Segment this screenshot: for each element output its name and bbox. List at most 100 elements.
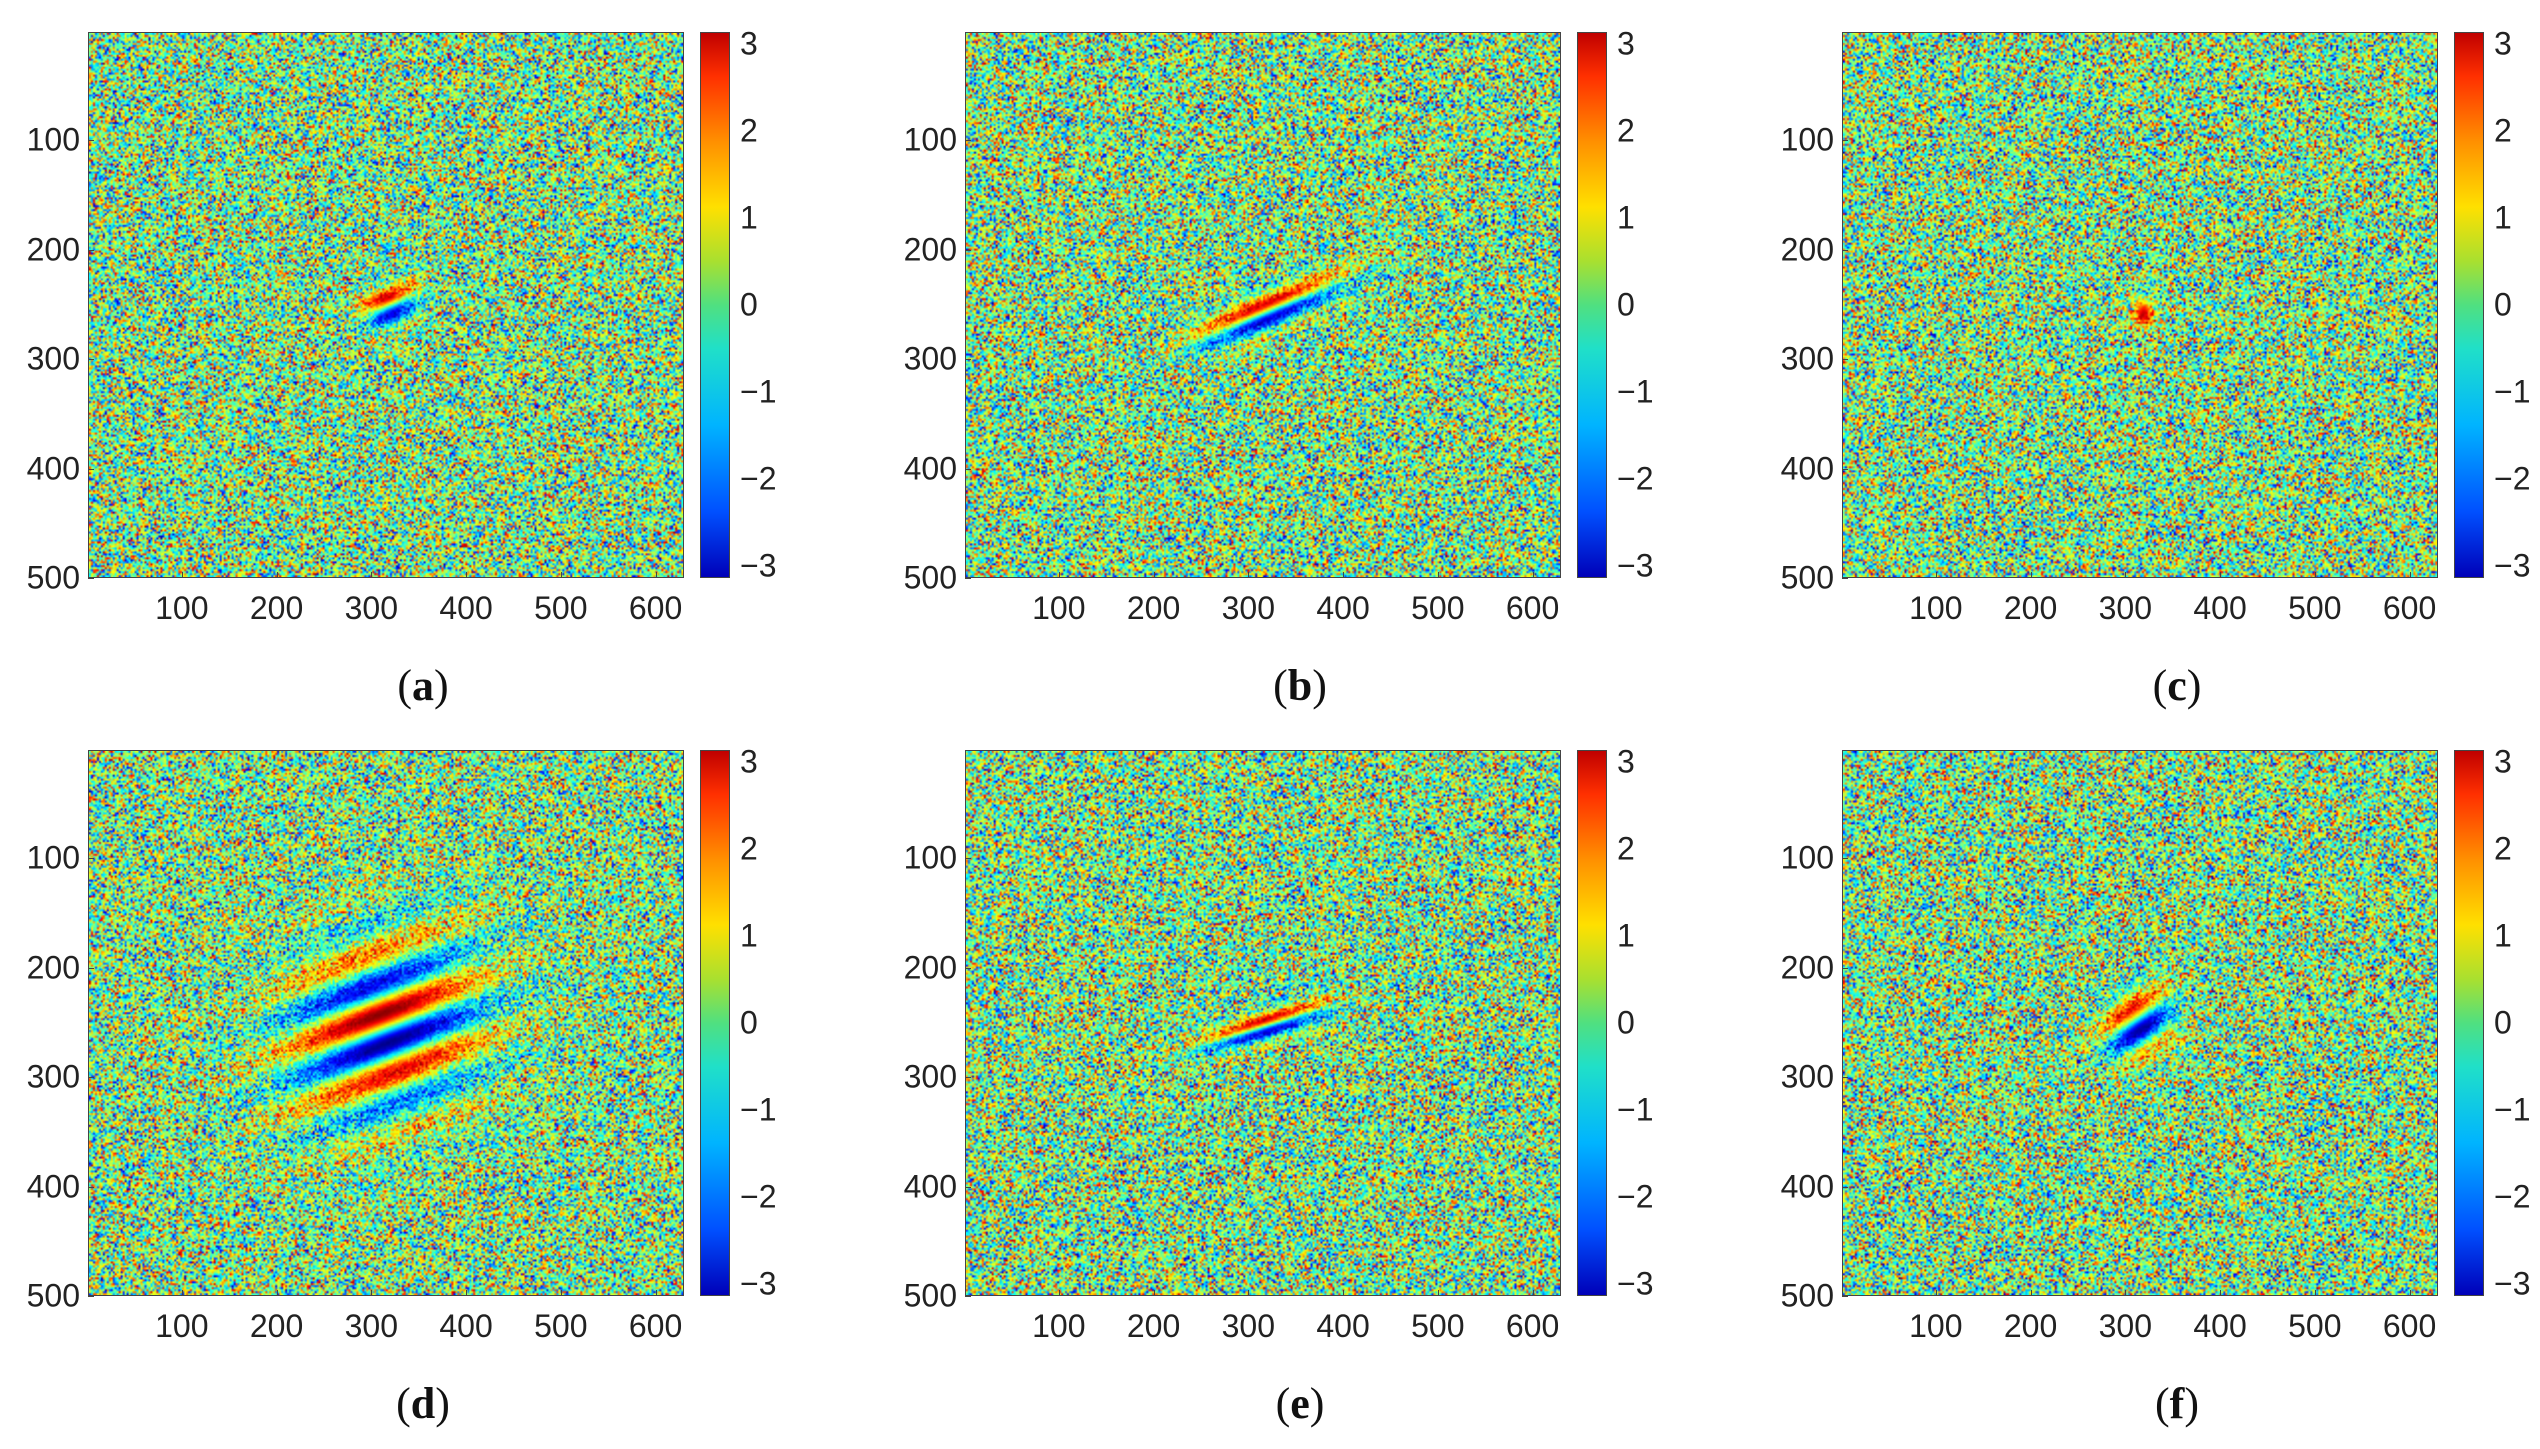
heatmap-plot-area bbox=[88, 32, 684, 578]
x-tick-label: 500 bbox=[2288, 1308, 2342, 1344]
x-tick-mark bbox=[1248, 1290, 1250, 1296]
heatmap-panel-d: 100 200 300 400 500 100 200 300 400 500 600 3 2 1 0 −1 −… bbox=[0, 718, 846, 1442]
x-tick-label: 300 bbox=[2098, 1308, 2153, 1344]
x-tick-mark bbox=[655, 1290, 657, 1296]
y-tick-mark bbox=[965, 967, 971, 969]
y-tick-label: 500 bbox=[1780, 559, 1834, 596]
x-tick-mark bbox=[276, 572, 278, 578]
colorbar bbox=[2454, 32, 2484, 578]
colorbar-tick-label: −2 bbox=[2494, 1178, 2531, 1215]
colorbar-tick-label: 3 bbox=[2494, 743, 2512, 780]
colorbar-tick-label: 1 bbox=[2494, 199, 2512, 236]
y-tick-label: 200 bbox=[26, 231, 80, 268]
x-tick-label: 500 bbox=[1411, 1308, 1465, 1344]
colorbar-tick-label: 1 bbox=[740, 917, 758, 954]
colorbar bbox=[700, 750, 730, 1296]
colorbar-tick-label: 0 bbox=[1617, 1004, 1635, 1041]
y-tick-label: 400 bbox=[1780, 450, 1834, 487]
y-tick-label: 100 bbox=[1780, 121, 1834, 158]
y-tick-label: 500 bbox=[1780, 1277, 1834, 1314]
x-tick-mark bbox=[560, 572, 562, 578]
y-tick-mark bbox=[1842, 468, 1848, 470]
y-tick-mark bbox=[1842, 1296, 1848, 1297]
colorbar-tick-label: −3 bbox=[1617, 547, 1654, 584]
colorbar bbox=[700, 32, 730, 578]
y-tick-label: 300 bbox=[1780, 1058, 1834, 1095]
x-tick-mark bbox=[655, 572, 657, 578]
x-tick-label: 200 bbox=[2003, 1308, 2058, 1344]
x-tick-label: 400 bbox=[1316, 1308, 1370, 1344]
y-tick-mark bbox=[88, 140, 94, 142]
y-tick-label: 400 bbox=[1780, 1168, 1834, 1205]
heatmap-panel-c: 100 200 300 400 500 100 200 300 400 500 600 3 2 1 0 −1 −… bbox=[1754, 0, 2540, 724]
panel-letter: d bbox=[410, 1379, 436, 1428]
y-tick-mark bbox=[1842, 1186, 1848, 1188]
colorbar-tick-label: 3 bbox=[740, 743, 758, 780]
x-tick-label: 400 bbox=[439, 1308, 493, 1344]
heatmap-panel-a: 100 200 300 400 500 100 200 300 400 500 600 3 2 1 0 −1 −… bbox=[0, 0, 846, 724]
heatmap-panel-b: 100 200 300 400 500 100 200 300 400 500 600 3 2 1 0 −1 −… bbox=[877, 0, 1723, 724]
x-tick-mark bbox=[276, 1290, 278, 1296]
x-tick-label: 200 bbox=[2003, 590, 2058, 626]
x-tick-label: 200 bbox=[1126, 1308, 1181, 1344]
heatmap-plot-area bbox=[965, 750, 1561, 1296]
colorbar-tick-label: −1 bbox=[2494, 1091, 2531, 1128]
x-tick-label: 100 bbox=[155, 1308, 209, 1344]
colorbar-tick-label: −2 bbox=[740, 1178, 777, 1215]
y-tick-mark bbox=[88, 967, 94, 969]
x-tick-mark bbox=[560, 1290, 562, 1296]
y-tick-mark bbox=[1842, 249, 1848, 251]
y-tick-label: 500 bbox=[903, 559, 957, 596]
panel-label: (f) bbox=[2155, 1379, 2199, 1428]
x-tick-label: 500 bbox=[2288, 590, 2342, 626]
x-tick-label: 400 bbox=[1316, 590, 1370, 626]
x-tick-label: 600 bbox=[628, 590, 683, 626]
colorbar-tick-label: −3 bbox=[1617, 1265, 1654, 1302]
y-tick-mark bbox=[88, 359, 94, 361]
y-tick-mark bbox=[88, 858, 94, 860]
heatmap-image bbox=[966, 33, 1560, 577]
colorbar bbox=[1577, 32, 1607, 578]
y-tick-label: 400 bbox=[26, 450, 80, 487]
x-tick-label: 300 bbox=[2098, 590, 2153, 626]
y-tick-label: 100 bbox=[1780, 839, 1834, 876]
x-tick-label: 400 bbox=[2193, 1308, 2247, 1344]
x-tick-mark bbox=[371, 1290, 373, 1296]
colorbar-tick-label: −3 bbox=[740, 547, 777, 584]
y-tick-label: 400 bbox=[26, 1168, 80, 1205]
y-tick-label: 100 bbox=[26, 839, 80, 876]
y-tick-mark bbox=[1842, 1077, 1848, 1079]
colorbar-tick-label: 1 bbox=[1617, 917, 1635, 954]
colorbar-tick-label: 2 bbox=[740, 830, 758, 867]
x-tick-mark bbox=[1532, 1290, 1534, 1296]
x-tick-mark bbox=[1343, 1290, 1345, 1296]
y-tick-mark bbox=[965, 468, 971, 470]
colorbar-tick-label: 1 bbox=[2494, 917, 2512, 954]
y-tick-mark bbox=[965, 1296, 971, 1297]
x-tick-label: 600 bbox=[2382, 590, 2437, 626]
y-tick-label: 200 bbox=[26, 949, 80, 986]
x-tick-mark bbox=[1153, 572, 1155, 578]
colorbar-tick-label: 0 bbox=[740, 286, 758, 323]
colorbar-tick-label: −3 bbox=[740, 1265, 777, 1302]
y-tick-label: 100 bbox=[903, 121, 957, 158]
y-tick-mark bbox=[88, 1186, 94, 1188]
x-tick-mark bbox=[2125, 572, 2127, 578]
x-tick-label: 100 bbox=[1032, 590, 1086, 626]
y-tick-mark bbox=[1842, 359, 1848, 361]
x-tick-label: 200 bbox=[249, 590, 304, 626]
panel-letter: f bbox=[2169, 1379, 2185, 1428]
heatmap-panel-e: 100 200 300 400 500 100 200 300 400 500 600 3 2 1 0 −1 −… bbox=[877, 718, 1723, 1442]
y-tick-mark bbox=[1842, 578, 1848, 579]
y-tick-mark bbox=[88, 468, 94, 470]
x-tick-mark bbox=[2220, 572, 2222, 578]
heatmap-plot-area bbox=[1842, 750, 2438, 1296]
panel-label: (b) bbox=[1273, 661, 1327, 710]
heatmap-plot-area bbox=[1842, 32, 2438, 578]
y-tick-mark bbox=[965, 1186, 971, 1188]
colorbar-tick-label: −3 bbox=[2494, 1265, 2531, 1302]
y-tick-label: 300 bbox=[26, 1058, 80, 1095]
panel-label: (c) bbox=[2152, 661, 2202, 710]
y-tick-mark bbox=[88, 249, 94, 251]
colorbar-tick-label: −1 bbox=[2494, 373, 2531, 410]
